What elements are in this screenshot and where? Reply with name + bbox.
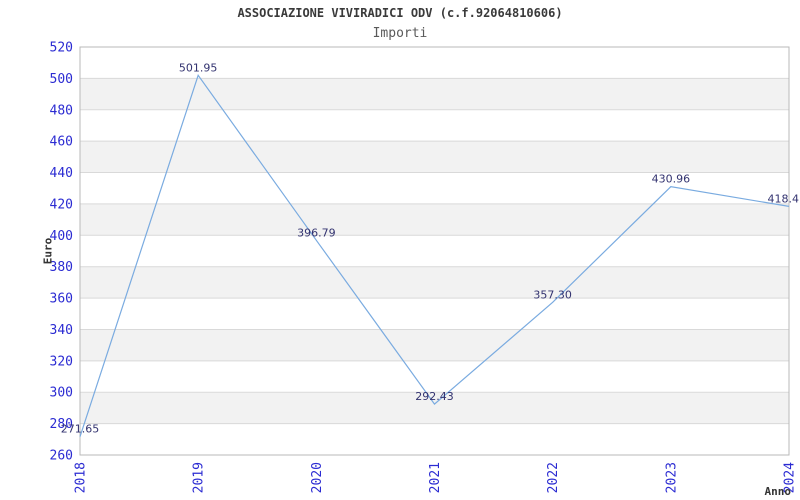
plot-border [79,46,790,456]
plot-band [80,47,789,79]
y-tick-label: 460 [50,135,73,150]
plot-band [80,78,789,110]
plot-band [80,109,789,142]
x-tick-label: 2019 [192,462,207,493]
y-tick-label: 340 [50,323,73,338]
data-line-importi [79,73,790,437]
plot-band [80,298,789,330]
point-label: 357.30 [533,288,572,301]
x-tick-label: 2024 [783,462,798,493]
x-tick-label: 2021 [428,462,443,493]
plot-band [80,235,789,267]
chart-title: ASSOCIAZIONE VIVIRADICI ODV (c.f.9206481… [237,6,563,20]
y-axis-title: Euro [41,237,55,265]
y-tick-label: 520 [50,41,73,56]
point-label: 292.43 [415,390,454,403]
plot-band [80,172,789,204]
x-tick-label: 2020 [310,462,325,493]
y-tick-label: 420 [50,197,73,212]
point-label: 418.4 [768,192,800,205]
x-axis-title: Anno [764,485,792,498]
plot-band [80,360,789,393]
plot-band [80,266,789,299]
y-tick-label: 280 [50,417,73,432]
y-tick-label: 440 [50,166,73,181]
plot-band [80,329,789,361]
point-label: 501.95 [179,61,218,74]
point-label: 430.96 [652,173,691,186]
x-tick-label: 2022 [546,462,561,493]
y-tick-label: 380 [50,260,73,275]
plot-band [80,392,789,424]
y-tick-label: 260 [50,449,73,464]
y-tick-label: 300 [50,386,73,401]
y-tick-label: 320 [50,354,73,369]
y-tick-label: 480 [50,103,73,118]
point-label: 271.65 [61,423,100,436]
y-tick-label: 500 [50,72,73,87]
plot-band [80,423,789,455]
chart-subtitle: Importi [372,26,428,41]
plot-band [80,141,789,173]
y-tick-label: 400 [50,229,73,244]
y-tick-label: 360 [50,292,73,307]
x-tick-label: 2023 [664,462,679,493]
point-label: 396.79 [297,226,336,239]
plot-band [80,203,789,236]
x-tick-label: 2018 [74,462,89,493]
